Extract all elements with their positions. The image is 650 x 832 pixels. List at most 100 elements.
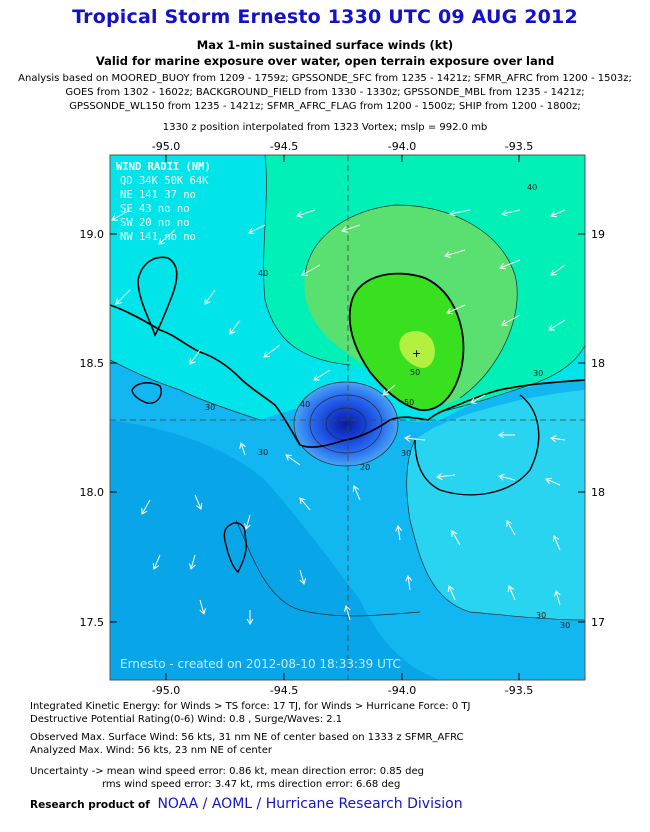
wind-arrow-head [248, 227, 255, 234]
contour-lines [110, 155, 585, 621]
lon-label-bottom: -94.5 [270, 684, 298, 697]
wind-arrow [301, 264, 321, 276]
wind-arrow-head [499, 263, 506, 270]
wind-arrow [553, 535, 561, 551]
wind-arrow-head [299, 578, 306, 585]
wind-arrow [296, 209, 316, 217]
wind-arrow-head [550, 210, 557, 218]
wind-arrow [299, 497, 311, 511]
wind-arrow-head [507, 585, 515, 592]
wind-arrow-head [195, 503, 203, 510]
wind-arrow-head [451, 530, 458, 537]
wind-arrow [263, 344, 281, 358]
wind-arrow [404, 437, 426, 441]
contour-label: 30 [258, 448, 268, 457]
wind-arrow [470, 394, 486, 404]
wind-arrow-head [395, 525, 403, 532]
wind-arrow-head [239, 442, 246, 449]
wind-arrow-head [444, 251, 451, 258]
wind-arrow [448, 585, 456, 601]
wind-max-area [399, 331, 435, 368]
subtitle-exposure: Valid for marine exposure over water, op… [95, 54, 555, 68]
wind-arrow [115, 289, 131, 305]
wind-arrow [204, 289, 216, 305]
wind-arrow-head [506, 520, 513, 527]
lon-label-top: -93.5 [505, 140, 533, 153]
wind-arrow-head [244, 523, 251, 530]
wind-radii-row-nw: NW 141 no no [120, 231, 196, 243]
wind-arrow-head [498, 473, 505, 481]
lat-label-right: 18 [591, 486, 605, 499]
wind-arrow [545, 478, 561, 486]
credit: Research product of NOAA / AOML / Hurric… [30, 796, 463, 812]
wind-arrow [499, 259, 521, 269]
wind-radii-table: WIND RADII (NM) QD 34K 50K 64K NE 141 37… [116, 161, 211, 243]
wind-band-30-40-southeast [406, 390, 585, 620]
destructive-potential-line: Destructive Potential Rating(0-6) Wind: … [30, 714, 343, 725]
max-wind-marker: + [412, 347, 421, 360]
wind-arrow [189, 349, 201, 365]
wind-arrow [548, 319, 566, 331]
position-note: 1330 z position interpolated from 1323 V… [162, 122, 488, 133]
contour-heavy [348, 272, 465, 411]
map-frame [109, 154, 586, 681]
subtitle-wind-type: Max 1-min sustained surface winds (kt) [196, 38, 454, 52]
lon-label-top: -94.5 [270, 140, 298, 153]
analysis-line-2: GOES from 1302 - 1602z; BACKGROUND_FIELD… [65, 87, 585, 98]
wind-radii-header: QD 34K 50K 64K [120, 175, 209, 187]
wind-arrow [111, 209, 131, 221]
wind-arrow-head [552, 535, 560, 542]
wind-arrow-head [498, 431, 505, 439]
lat-label-left: 19.0 [80, 228, 105, 241]
wind-arrow-head [204, 298, 211, 305]
wind-arrow [444, 249, 466, 257]
contour-label: 40 [300, 400, 310, 409]
wind-arrow [345, 605, 351, 621]
wind-arrow-head [111, 214, 118, 221]
contour-label: 50 [404, 398, 414, 407]
wind-arrow [498, 475, 516, 481]
wind-arrow [397, 525, 401, 541]
wind-arrow [382, 384, 396, 396]
rms-error-line: rms wind speed error: 3.47 kt, rms direc… [102, 779, 401, 790]
wind-arrow-head [229, 328, 236, 335]
wind-arrow [501, 314, 521, 326]
wind-arrow [407, 575, 411, 591]
contour-50 [304, 204, 518, 399]
lagoon-island [131, 382, 162, 404]
wind-vectors [111, 209, 566, 625]
wind-arrow [248, 224, 266, 234]
wind-arrow [194, 494, 202, 510]
lat-labels-left: 19.0 18.5 18.0 17.5 [80, 228, 105, 629]
wind-arrow-head [141, 508, 148, 515]
wind-arrow [436, 474, 456, 478]
wind-arrow [299, 569, 305, 585]
analysis-line-3: GPSSONDE_WL150 from 1235 - 1421z; SFMR_A… [69, 101, 581, 112]
contour-label: 40 [258, 269, 268, 278]
lon-labels-top: -95.0 -94.5 -94.0 -93.5 [152, 140, 533, 153]
wind-arrow-head [189, 563, 196, 570]
contour-heavy-southeast [414, 394, 540, 496]
wind-arrow-head [296, 211, 303, 218]
wind-arrow [313, 369, 331, 381]
wind-arrow-head [152, 563, 160, 570]
lon-labels-bottom: -95.0 -94.5 -94.0 -93.5 [152, 684, 533, 697]
contour-label: 30 [536, 611, 546, 620]
lon-label-top: -94.0 [388, 140, 416, 153]
axis-ticks [110, 155, 585, 680]
wind-radii-row-se: SE 43 no no [120, 203, 190, 215]
wind-arrow-head [246, 618, 254, 625]
wind-arrow [451, 530, 461, 546]
wind-arrow [508, 585, 516, 601]
wind-arrow [240, 442, 246, 456]
wind-arrow [141, 499, 151, 515]
creation-watermark: Ernesto - created on 2012-08-10 18:33:39… [120, 657, 401, 671]
lon-label-bottom: -93.5 [505, 684, 533, 697]
wind-arrow-head [344, 605, 351, 612]
lat-label-right: 18 [591, 357, 605, 370]
wind-arrow-head [299, 497, 306, 504]
wind-arrow-head [115, 298, 122, 305]
wind-arrow-head [436, 473, 443, 480]
wind-arrow [285, 454, 301, 466]
